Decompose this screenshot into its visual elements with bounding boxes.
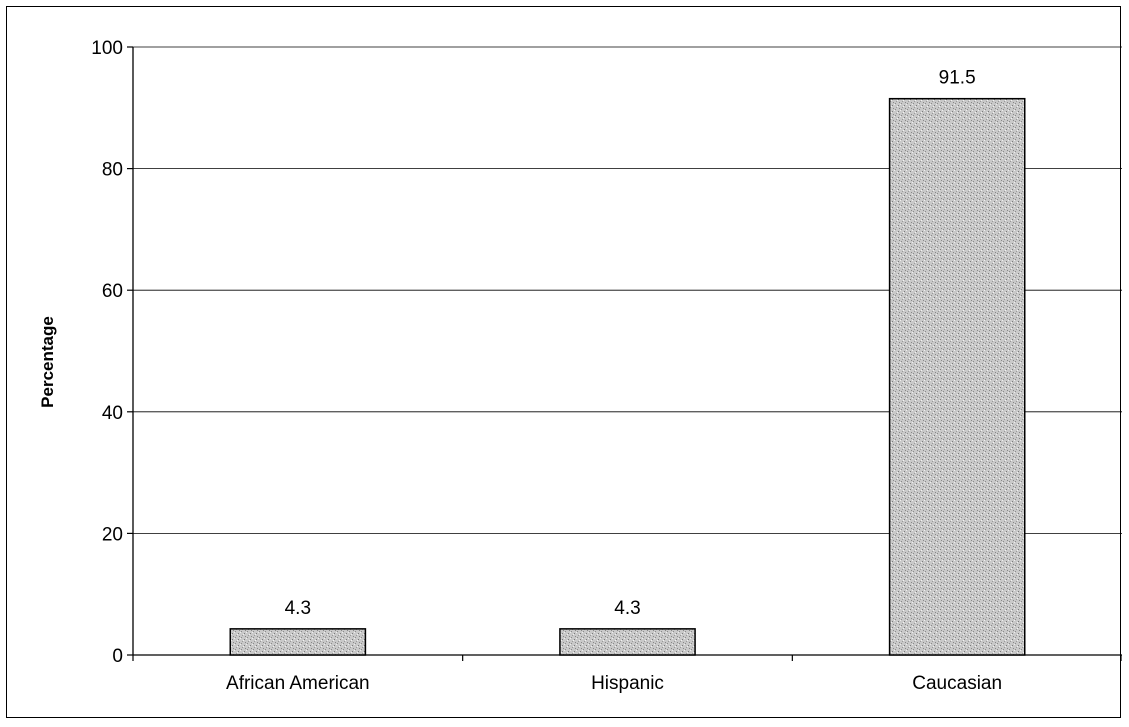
y-tick-label: 20 <box>102 524 123 545</box>
y-tick-label: 80 <box>102 160 123 181</box>
y-tick-label: 40 <box>102 403 123 424</box>
bars <box>229 97 1026 656</box>
y-tick-label: 60 <box>102 281 123 302</box>
data-label: 91.5 <box>939 68 976 89</box>
labels: 0 20 40 60 80 100 4.3 African American 4.3 Hispan… <box>91 38 1002 694</box>
x-tick-label: Hispanic <box>591 673 664 694</box>
data-label: 4.3 <box>614 598 640 619</box>
x-tick-label: Caucasian <box>912 673 1002 694</box>
bar-caucasian <box>888 97 1026 656</box>
bar-african-american <box>229 628 367 656</box>
bar-hispanic <box>559 628 696 656</box>
chart-frame: 0 20 40 60 80 100 4.3 African American 4.3 Hispan… <box>6 6 1123 718</box>
y-tick-label: 0 <box>112 646 123 667</box>
x-tick-label: African American <box>226 673 370 694</box>
y-axis-label: Percentage <box>38 316 57 408</box>
y-tick-label: 100 <box>91 38 123 59</box>
data-label: 4.3 <box>285 598 311 619</box>
bar-chart: 0 20 40 60 80 100 4.3 African American 4.3 Hispan… <box>38 38 1123 694</box>
